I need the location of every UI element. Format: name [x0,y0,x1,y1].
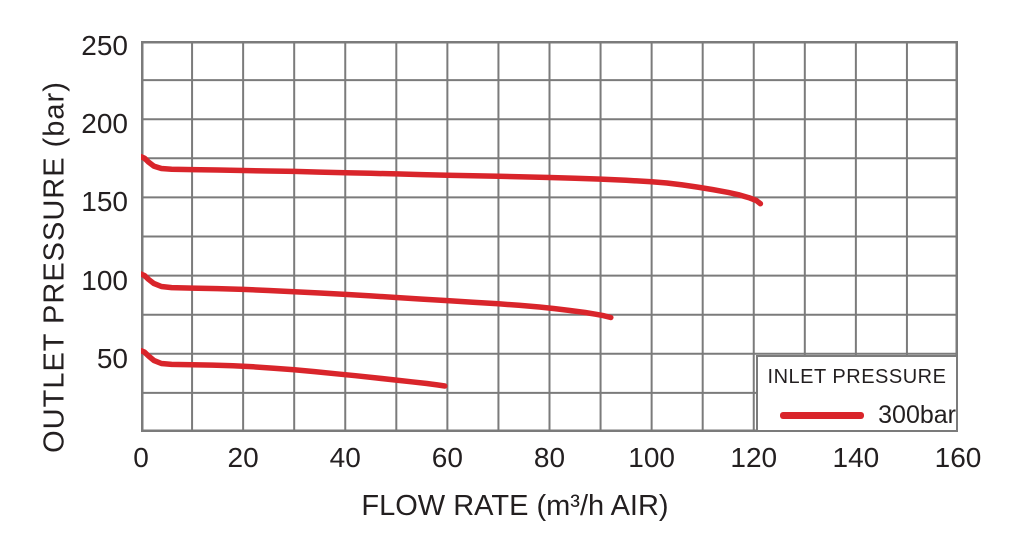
legend: INLET PRESSURE 300bar [756,355,958,432]
x-tick-label: 0 [133,442,149,473]
x-tick-label: 100 [628,442,675,473]
y-tick-label: 150 [81,186,128,218]
legend-entry: 300bar [780,401,956,430]
x-axis-title: FLOW RATE (m³/h AIR) [361,490,669,522]
legend-title: INLET PRESSURE [767,366,947,388]
x-tick-label: 140 [832,442,880,473]
x-tick-label: 80 [533,442,566,473]
plot-area: INLET PRESSURE 300bar [141,41,958,432]
y-axis-title: OUTLET PRESSURE (bar) [38,81,71,453]
x-tick-label: 60 [431,442,463,473]
legend-entry-label: 300bar [878,401,956,429]
x-tick-label: 20 [227,442,259,473]
y-tick-label: 250 [81,30,128,61]
x-tick-label: 160 [934,442,982,473]
x-tick-label: 40 [329,442,361,473]
legend-line-swatch [780,412,865,419]
y-tick-label: 100 [81,264,128,296]
x-tick-label: 120 [730,442,778,473]
y-tick-label: 50 [96,342,128,374]
y-tick-label: 200 [81,108,128,140]
